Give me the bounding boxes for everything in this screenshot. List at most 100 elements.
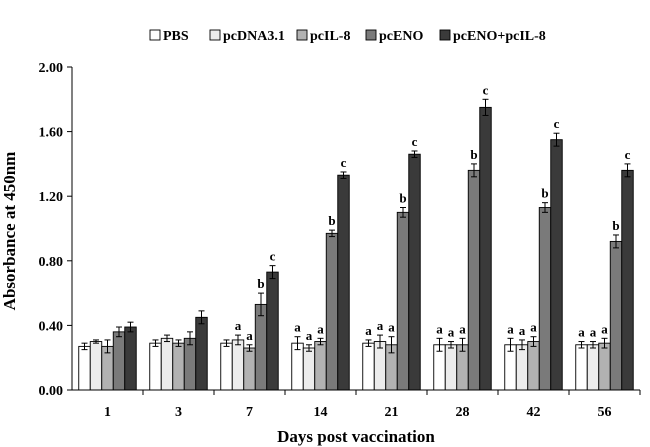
x-tick-label: 3: [175, 405, 182, 420]
significance-label: a: [590, 325, 597, 340]
bar: [266, 271, 279, 391]
bar: [254, 303, 268, 391]
significance-label: a: [530, 320, 537, 335]
bar: [302, 347, 316, 391]
bar: [373, 341, 387, 391]
bar: [89, 341, 103, 391]
significance-label: a: [578, 325, 585, 340]
significance-label: b: [257, 276, 264, 291]
x-axis-tick-labels: 1 3 7 14 21 28 42 56: [104, 390, 641, 420]
x-tick-label: 42: [527, 405, 541, 420]
bar: [527, 341, 540, 391]
significance-label: a: [601, 321, 608, 336]
bar: [396, 211, 410, 391]
significance-label: c: [270, 249, 276, 264]
bar: [467, 169, 481, 391]
bar: [291, 342, 304, 391]
bar: [586, 344, 600, 391]
bar: [183, 337, 197, 391]
x-tick-label: 14: [314, 405, 328, 420]
bar: [515, 344, 529, 391]
legend-swatch: [209, 29, 221, 41]
bar: [231, 339, 245, 391]
significance-label: a: [317, 321, 324, 336]
bar-group-day-56: a a abc: [575, 147, 634, 391]
significance-label: a: [306, 328, 313, 343]
legend-swatch: [296, 29, 308, 41]
significance-label: a: [519, 323, 526, 338]
bar: [575, 344, 588, 391]
significance-label: b: [399, 191, 406, 206]
y-axis-ticks: 0.00 0.40 0.80 1.20 1.60 2.00: [39, 61, 72, 399]
legend-label: pcENO+pcIL-8: [453, 29, 546, 44]
significance-label: a: [365, 323, 372, 338]
significance-label: a: [436, 321, 443, 336]
legend-item: PBS: [149, 29, 189, 44]
bar: [550, 139, 563, 391]
bar: [337, 174, 350, 391]
legend: PBS pcDNA3.1 pcIL-8 pcENO pcENO+pcIL-8: [149, 29, 546, 44]
legend-swatch: [439, 29, 451, 41]
bar-group-day-42: a a abc: [504, 116, 563, 391]
y-tick-label: 0.40: [39, 319, 64, 334]
bar: [314, 341, 327, 391]
legend-item: pcIL-8: [296, 29, 350, 44]
x-tick-label: 21: [385, 405, 399, 420]
legend-item: pcENO: [365, 29, 423, 44]
bar-group-day-3: [149, 310, 208, 391]
y-tick-label: 1.60: [39, 126, 64, 141]
bar: [325, 232, 339, 391]
legend-label: PBS: [163, 29, 189, 44]
bar: [149, 342, 162, 391]
bar: [112, 331, 126, 391]
x-axis-title: Days post vaccination: [277, 427, 435, 446]
y-tick-label: 0.80: [39, 255, 64, 270]
bar: [243, 347, 256, 391]
bar: [444, 344, 458, 391]
significance-label: a: [246, 328, 253, 343]
legend-item: pcENO+pcIL-8: [439, 29, 546, 44]
bar: [621, 169, 634, 391]
significance-label: a: [507, 321, 514, 336]
legend-label: pcIL-8: [310, 29, 350, 44]
bar: [195, 316, 208, 391]
x-tick-label: 1: [104, 405, 111, 420]
significance-label: c: [483, 82, 489, 97]
x-tick-label: 7: [246, 405, 253, 420]
significance-label: b: [541, 186, 548, 201]
bar: [124, 326, 137, 391]
bar: [172, 342, 185, 391]
bar: [479, 106, 492, 391]
significance-label: a: [388, 320, 395, 335]
bar: [362, 342, 375, 391]
significance-label: b: [328, 213, 335, 228]
bar: [78, 345, 91, 391]
bar-group-day-21: a a abc: [362, 134, 421, 391]
bar: [408, 153, 421, 391]
bar: [609, 240, 623, 391]
legend-label: pcDNA3.1: [223, 29, 285, 44]
x-tick-label: 28: [456, 405, 470, 420]
significance-label: a: [294, 320, 301, 335]
y-tick-label: 1.20: [39, 190, 64, 205]
y-tick-label: 2.00: [39, 61, 64, 76]
bar: [538, 207, 552, 391]
legend-item: pcDNA3.1: [209, 29, 285, 44]
bar: [160, 337, 174, 391]
significance-label: a: [235, 318, 242, 333]
significance-label: c: [341, 155, 347, 170]
bar: [598, 342, 611, 391]
significance-label: a: [377, 318, 384, 333]
bar: [220, 342, 233, 391]
legend-swatch: [149, 29, 161, 41]
significance-label: c: [554, 116, 560, 131]
significance-label: a: [459, 321, 466, 336]
bar-group-day-28: a a abc: [433, 82, 492, 391]
x-tick-label: 56: [598, 405, 612, 420]
significance-label: b: [612, 218, 619, 233]
significance-label: a: [448, 325, 455, 340]
legend-label: pcENO: [379, 29, 423, 44]
significance-label: c: [412, 134, 418, 149]
